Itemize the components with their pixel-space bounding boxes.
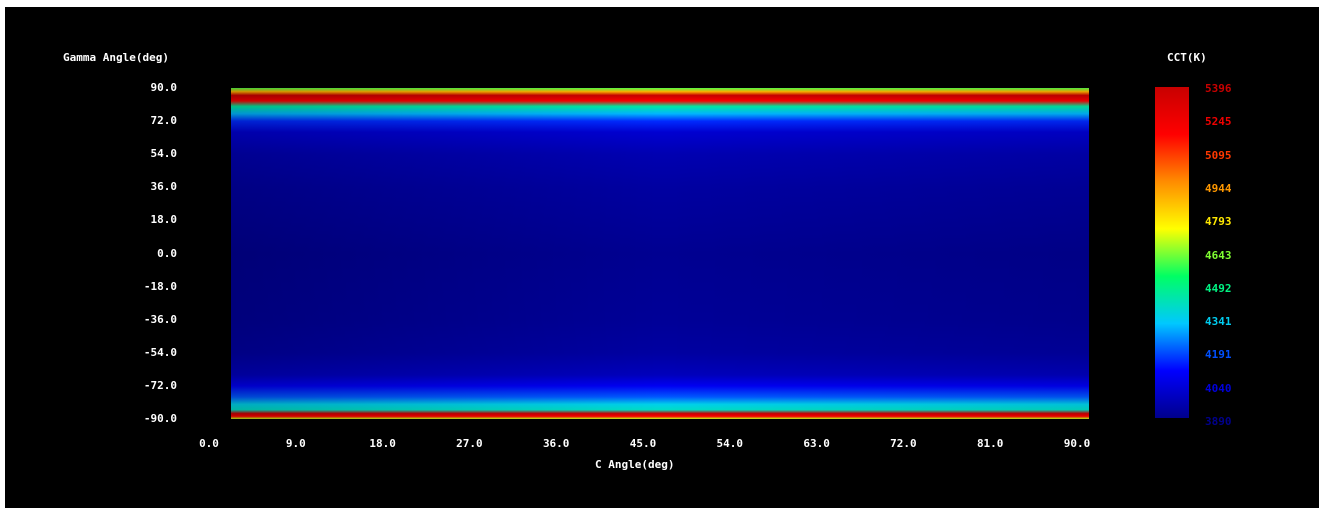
y-tick-label: -36.0 <box>143 312 177 326</box>
y-tick-label: 54.0 <box>150 147 178 161</box>
colorbar-tick-label: 4944 <box>1205 181 1232 195</box>
colorbar-tick-label: 4191 <box>1205 348 1232 362</box>
heatmap-plot <box>231 88 1089 419</box>
x-tick-label: 27.0 <box>456 437 483 450</box>
x-tick-label: 45.0 <box>629 437 657 450</box>
y-tick-label: -90.0 <box>143 412 177 425</box>
x-tick-label: 36.0 <box>542 437 570 450</box>
y-tick-label: -54.0 <box>143 345 177 359</box>
y-tick-label: 36.0 <box>150 180 178 194</box>
y-axis-title: Gamma Angle(deg) <box>63 51 169 64</box>
y-tick-label: 18.0 <box>150 213 178 227</box>
x-tick-label: 54.0 <box>716 437 744 450</box>
y-tick-label: -18.0 <box>143 279 177 293</box>
colorbar-title: CCT(K) <box>1167 51 1207 64</box>
colorbar <box>1155 87 1189 418</box>
colorbar-tick-label: 4341 <box>1205 315 1232 329</box>
colorbar-tick-label: 4040 <box>1205 381 1232 395</box>
x-tick-label: 9.0 <box>285 437 306 450</box>
heatmap-shading <box>231 88 1089 419</box>
x-tick-label: 18.0 <box>369 437 396 450</box>
colorbar-tick-label: 5396 <box>1205 82 1232 95</box>
colorbar-tick-label: 4643 <box>1205 248 1232 262</box>
y-tick-label: 90.0 <box>150 81 178 94</box>
x-tick-label: 63.0 <box>803 437 830 450</box>
colorbar-gradient <box>1155 87 1189 418</box>
colorbar-tick-label: 4793 <box>1205 215 1232 229</box>
colorbar-tick-label: 4492 <box>1205 281 1232 295</box>
x-axis-title: C Angle(deg) <box>595 458 675 471</box>
y-tick-label: 0.0 <box>157 246 177 260</box>
x-tick-label: 90.0 <box>1063 437 1091 450</box>
colorbar-tick-label: 5245 <box>1205 115 1232 129</box>
x-tick-label: 81.0 <box>976 437 1004 450</box>
colorbar-tick-label: 5095 <box>1205 148 1232 162</box>
x-tick-label: 72.0 <box>890 437 917 450</box>
y-tick-label: -72.0 <box>143 378 177 392</box>
y-tick-label: 72.0 <box>150 114 178 128</box>
colorbar-tick-label: 3890 <box>1205 415 1232 428</box>
x-tick-label: 0.0 <box>199 437 219 450</box>
